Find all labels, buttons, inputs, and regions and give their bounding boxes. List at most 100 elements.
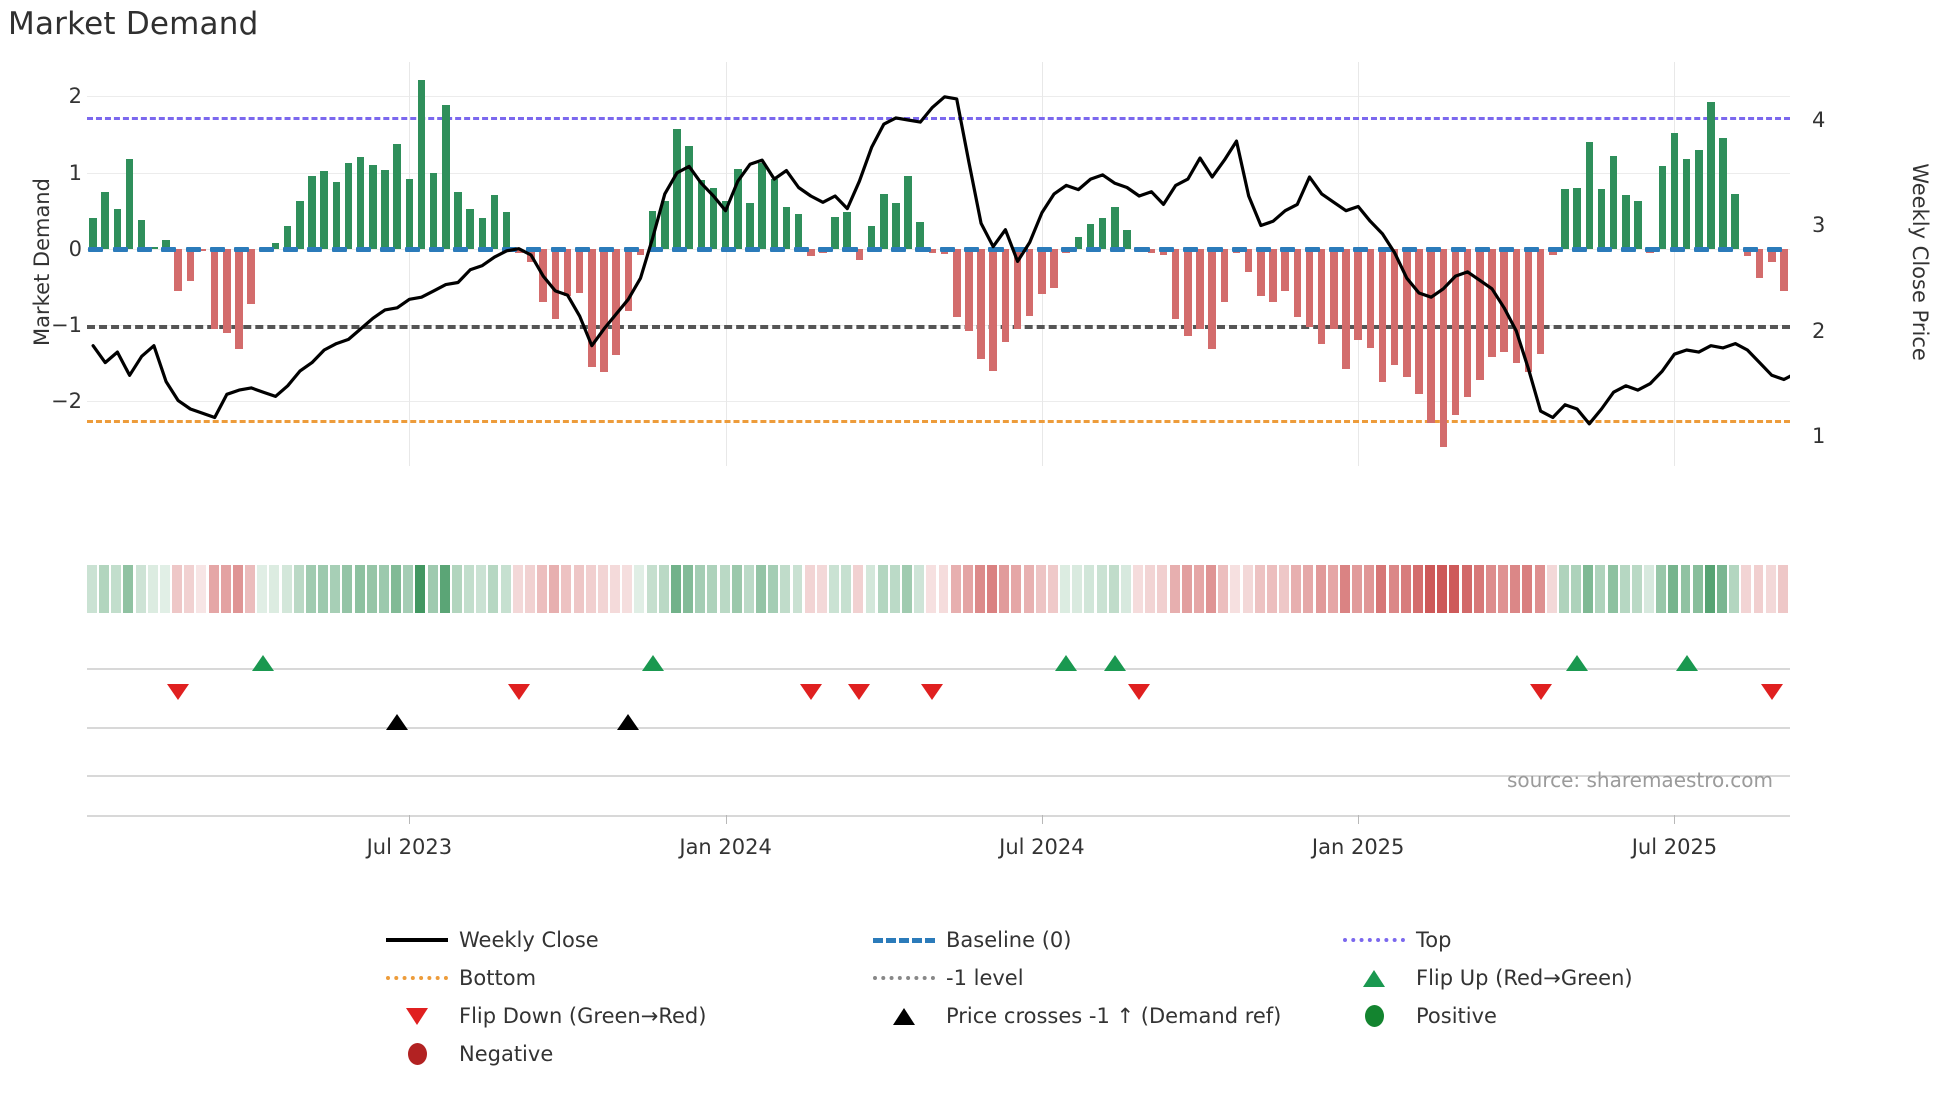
demand-bar [308, 176, 316, 249]
demand-bar [478, 218, 487, 249]
baseline-segment [1693, 246, 1710, 252]
heatmap-cell [1352, 565, 1363, 613]
heatmap-cell [1619, 565, 1630, 613]
baseline-segment [915, 246, 931, 252]
baseline-segment [526, 246, 542, 252]
y-tick-left: 2 [68, 84, 82, 109]
demand-bar [344, 163, 353, 249]
legend-baseline[interactable]: Baseline (0) [872, 925, 1071, 955]
legend-price-cross[interactable]: Price crosses -1 ↑ (Demand ref) [872, 1001, 1281, 1031]
demand-bar [1573, 187, 1581, 249]
heatmap-cell [99, 565, 110, 613]
legend-bottom[interactable]: Bottom [385, 963, 536, 993]
demand-bar [1038, 248, 1046, 295]
baseline-segment [1110, 246, 1126, 252]
baseline-segment [112, 246, 128, 252]
demand-bar [879, 193, 888, 249]
demand-bar [1780, 248, 1788, 291]
baseline-segment [1718, 246, 1734, 252]
baseline-segment [404, 246, 420, 252]
reference-line-minus-one [87, 324, 1790, 329]
triangle-up-glyph [893, 1007, 915, 1025]
heatmap-cell [719, 565, 730, 613]
legend-negative[interactable]: Negative [385, 1039, 553, 1069]
demand-bar [1585, 142, 1594, 249]
demand-bar [794, 214, 803, 249]
demand-bar [551, 248, 560, 319]
demand-bar [1439, 248, 1448, 447]
baseline-segment [331, 246, 347, 252]
heatmap-cell [1193, 565, 1204, 613]
x-tick-mark [1041, 815, 1043, 824]
x-tick-mark [1358, 815, 1360, 824]
legend-label: Flip Down (Green→Red) [459, 1004, 707, 1028]
baseline-segment [1548, 246, 1564, 252]
flip-up-marker [1566, 655, 1589, 671]
heatmap-cell [902, 565, 912, 613]
heatmap-cell [488, 565, 499, 613]
legend-positive[interactable]: Positive [1342, 1001, 1497, 1031]
demand-bar [952, 248, 961, 318]
demand-bar [1378, 248, 1387, 383]
legend-weekly-close[interactable]: Weekly Close [385, 925, 599, 955]
demand-bar [916, 222, 924, 249]
demand-bar [1366, 248, 1375, 348]
heatmap-cell [926, 565, 937, 613]
demand-bar [1609, 155, 1618, 249]
weekly-close-price-line [91, 95, 1790, 426]
heatmap-cell [816, 565, 827, 613]
heatmap-cell [1084, 565, 1095, 613]
heatmap-cell [330, 565, 341, 613]
heatmap-cell [792, 565, 803, 613]
baseline-segment [1426, 246, 1442, 252]
demand-bar [807, 248, 815, 257]
baseline-segment [1280, 246, 1296, 252]
heatmap-cell [1461, 565, 1472, 613]
heatmap-cell [1218, 565, 1229, 613]
baseline-segment [477, 246, 493, 252]
legend-minus-one[interactable]: -1 level [872, 963, 1024, 993]
legend-label: Positive [1416, 1004, 1497, 1028]
gridline-vertical [1674, 62, 1676, 466]
main-plot-area [87, 62, 1790, 466]
y-tick-right: 2 [1812, 318, 1826, 343]
flip-up-marker [641, 655, 664, 671]
flip-up-marker [252, 655, 275, 671]
heatmap-cell [537, 565, 548, 613]
legend-flip-down[interactable]: Flip Down (Green→Red) [385, 1001, 706, 1031]
heatmap-cell [293, 565, 304, 613]
x-tick-label: Jan 2025 [1311, 835, 1405, 859]
demand-bar [1597, 189, 1606, 249]
heatmap-cell [1291, 565, 1302, 613]
marker-row-divider-4 [87, 815, 1790, 817]
demand-bar [1694, 149, 1703, 249]
baseline-segment [1304, 246, 1320, 252]
x-tick-mark [1674, 815, 1676, 824]
baseline-segment [136, 246, 153, 252]
demand-bar [369, 164, 377, 249]
legend-top[interactable]: Top [1342, 925, 1451, 955]
dot-glyph [386, 976, 448, 980]
demand-bar [429, 172, 438, 249]
demand-bar [271, 243, 280, 249]
heatmap-cell [378, 565, 389, 613]
heatmap-cell [829, 565, 839, 613]
flip-up-marker [1103, 655, 1126, 671]
heatmap-cell [841, 565, 852, 613]
heatmap-cell [1096, 565, 1107, 613]
heatmap-cell [658, 565, 669, 613]
heatmap-cell [1206, 565, 1217, 613]
demand-bar [1488, 248, 1496, 357]
demand-bar [1755, 248, 1764, 278]
heatmap-cell [1741, 565, 1752, 613]
dot-glyph [873, 976, 935, 980]
baseline-segment [1183, 246, 1199, 252]
heatmap-cell [1510, 565, 1521, 613]
heatmap-cell [1400, 565, 1411, 613]
legend-flip-up[interactable]: Flip Up (Red→Green) [1342, 963, 1633, 993]
heatmap-cell [1680, 565, 1691, 613]
heatmap-cell [1376, 565, 1387, 613]
demand-bar [1342, 248, 1350, 370]
triangle-up-glyph [1363, 969, 1385, 987]
heatmap-cell [1583, 565, 1594, 613]
